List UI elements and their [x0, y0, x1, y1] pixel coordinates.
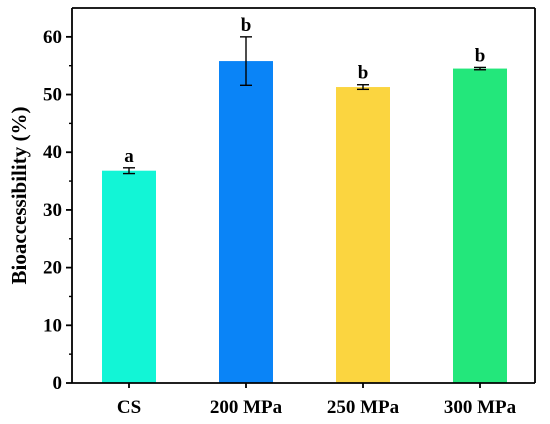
y-tick-label: 10 [43, 315, 62, 336]
x-tick-label: 200 MPa [210, 397, 283, 418]
bar [336, 87, 390, 384]
bar [453, 68, 507, 384]
significance-label: b [241, 15, 252, 36]
y-tick-label: 40 [43, 142, 62, 163]
bar [219, 61, 273, 383]
error-bars-layer [123, 36, 486, 175]
significance-label: b [475, 45, 486, 66]
y-axis-title: Bioaccessibility (%) [7, 107, 31, 285]
bars-layer [102, 61, 507, 384]
bar [102, 170, 156, 383]
y-tick-label: 0 [53, 373, 63, 394]
x-tick-label: CS [117, 397, 141, 418]
x-tick-label: 250 MPa [327, 397, 400, 418]
y-tick-label: 60 [43, 27, 62, 48]
significance-labels-layer: a b b b [124, 15, 485, 167]
significance-label: b [358, 63, 369, 84]
y-tick-label: 50 [43, 85, 62, 106]
ticks-layer: CS 200 MPa 250 MPa 300 MPa 0 10 20 30 40 50 60 [43, 27, 517, 418]
axes-layer [71, 7, 536, 384]
significance-label: a [124, 146, 134, 167]
y-tick-label: 30 [43, 200, 62, 221]
y-tick-label: 20 [43, 258, 62, 279]
x-tick-label: 300 MPa [444, 397, 517, 418]
